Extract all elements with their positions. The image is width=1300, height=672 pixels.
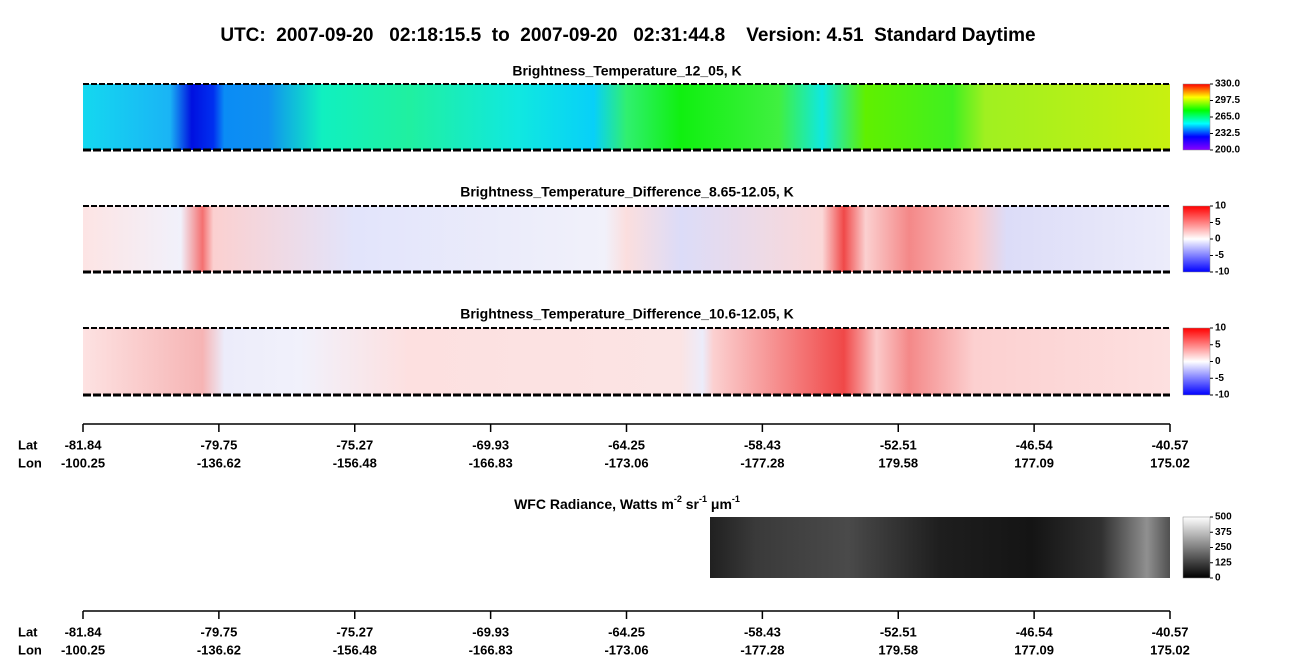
superscript: -1 [699,494,707,504]
lon-tick-label: 175.02 [1150,455,1190,470]
colorbar-label: -5 [1215,250,1224,261]
lon-label: Lon [18,455,42,470]
lat-tick-label: -58.43 [744,437,781,452]
lat-tick-label: -40.57 [1152,624,1189,639]
figure-title: UTC: 2007-09-20 02:18:15.5 to 2007-09-20… [220,25,1035,46]
lat-tick-label: -58.43 [744,624,781,639]
lon-tick-label: -136.62 [197,642,241,657]
colorbar-label: 0 [1215,234,1221,245]
colorbar-label: 297.5 [1215,95,1240,106]
lon-tick-label: 177.09 [1014,642,1054,657]
lat-tick-label: -75.27 [336,624,373,639]
lon-tick-label: -177.28 [740,455,784,470]
colorbar-label: 125 [1215,557,1232,568]
panel-title: Brightness_Temperature_Difference_10.6-1… [460,306,794,322]
lat-tick-label: -81.84 [65,437,103,452]
colorbar-label: 500 [1215,512,1232,523]
lon-tick-label: -156.48 [333,455,377,470]
panel-title: WFC Radiance, Watts m-2 sr-1 μm-1 [514,494,740,511]
lon-tick-label: -100.25 [61,642,105,657]
lon-tick-label: -173.06 [604,455,648,470]
lat-tick-label: -46.54 [1016,437,1054,452]
colorbar-label: 250 [1215,542,1232,553]
colorbar-label: 200.0 [1215,145,1240,156]
colorbar-label: -5 [1215,373,1224,384]
colorbar-label: 232.5 [1215,128,1240,139]
colorbar [1182,516,1211,579]
colorbar-label: 0 [1215,573,1221,584]
lon-tick-label: -100.25 [61,455,105,470]
lat-tick-label: -81.84 [65,624,103,639]
lat-tick-label: -69.93 [472,624,509,639]
superscript: -2 [674,494,682,504]
lon-tick-label: -156.48 [333,642,377,657]
lon-tick-label: 175.02 [1150,642,1190,657]
colorbar-label: -10 [1215,267,1230,278]
colorbar-label: 0 [1215,356,1221,367]
lat-tick-label: -64.25 [608,624,645,639]
image-strip [83,206,1170,272]
title-part: WFC Radiance, Watts m [514,496,674,512]
lat-tick-label: -52.51 [880,437,917,452]
lat-label: Lat [18,624,38,639]
image-strip [83,328,1170,395]
colorbar-label: 5 [1215,339,1221,350]
colorbar-label: 330.0 [1215,79,1240,90]
colorbar-label: 265.0 [1215,112,1240,123]
panel-title: Brightness_Temperature_12_05, K [512,63,741,79]
lat-tick-label: -69.93 [472,437,509,452]
lon-tick-label: -136.62 [197,455,241,470]
colorbar [1182,205,1211,273]
image-strip [710,517,1170,578]
colorbar-label: 10 [1215,201,1227,212]
lat-tick-label: -52.51 [880,624,917,639]
image-strip [83,84,1170,150]
lon-tick-label: 179.58 [878,455,918,470]
lon-label: Lon [18,642,42,657]
lon-tick-label: -166.83 [469,455,513,470]
panel-title: Brightness_Temperature_Difference_8.65-1… [460,184,794,200]
colorbar-label: 5 [1215,217,1221,228]
colorbar-label: -10 [1215,390,1230,401]
lat-tick-label: -79.75 [200,437,237,452]
lat-tick-label: -46.54 [1016,624,1054,639]
lat-tick-label: -64.25 [608,437,645,452]
colorbar-label: 375 [1215,527,1232,538]
title-part: μm [707,496,732,512]
lat-tick-label: -40.57 [1152,437,1189,452]
lat-tick-label: -79.75 [200,624,237,639]
lon-tick-label: 177.09 [1014,455,1054,470]
superscript: -1 [732,494,740,504]
lon-tick-label: -173.06 [604,642,648,657]
lon-tick-label: 179.58 [878,642,918,657]
lat-label: Lat [18,437,38,452]
colorbar [1182,327,1211,396]
colorbar-label: 10 [1215,323,1227,334]
lon-tick-label: -166.83 [469,642,513,657]
title-part: sr [682,496,700,512]
lon-tick-label: -177.28 [740,642,784,657]
colorbar [1182,83,1211,151]
lat-tick-label: -75.27 [336,437,373,452]
